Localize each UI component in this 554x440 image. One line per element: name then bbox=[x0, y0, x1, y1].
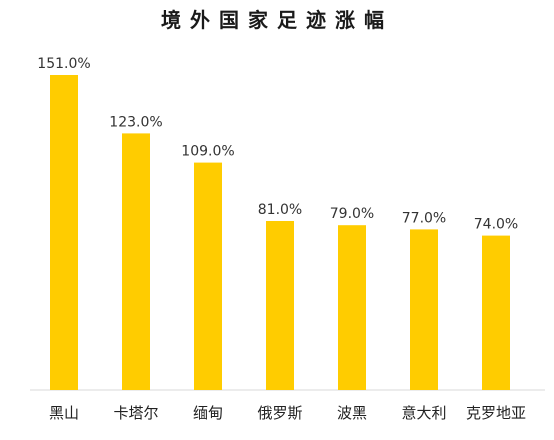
bar-2 bbox=[122, 133, 150, 390]
bar-3 bbox=[194, 162, 222, 390]
bar-5 bbox=[338, 225, 366, 390]
bar-7 bbox=[482, 235, 510, 390]
value-label-7: 74.0% bbox=[474, 217, 518, 233]
value-labels-layer: 151.0% 123.0% 109.0% 81.0% 79.0% 77.0% 74.0% bbox=[37, 56, 518, 233]
bar-6 bbox=[410, 229, 438, 390]
bars-layer bbox=[50, 75, 510, 390]
value-label-6: 77.0% bbox=[402, 210, 446, 226]
chart-title: 境外国家足迹涨幅 bbox=[161, 8, 393, 32]
bar-1 bbox=[50, 75, 78, 390]
category-label-4: 俄罗斯 bbox=[257, 404, 302, 422]
category-label-2: 卡塔尔 bbox=[113, 404, 158, 422]
category-label-5: 波黑 bbox=[337, 404, 367, 422]
value-label-4: 81.0% bbox=[258, 202, 302, 218]
value-label-3: 109.0% bbox=[181, 144, 234, 160]
bar-4 bbox=[266, 221, 294, 390]
category-label-7: 克罗地亚 bbox=[466, 404, 526, 422]
category-labels-layer: 黑山 卡塔尔 缅甸 俄罗斯 波黑 意大利 克罗地亚 bbox=[49, 404, 526, 422]
category-label-6: 意大利 bbox=[401, 404, 446, 422]
value-label-5: 79.0% bbox=[330, 206, 374, 222]
category-label-1: 黑山 bbox=[49, 404, 79, 422]
value-label-1: 151.0% bbox=[37, 56, 90, 72]
category-label-3: 缅甸 bbox=[193, 404, 223, 422]
value-label-2: 123.0% bbox=[109, 114, 162, 130]
